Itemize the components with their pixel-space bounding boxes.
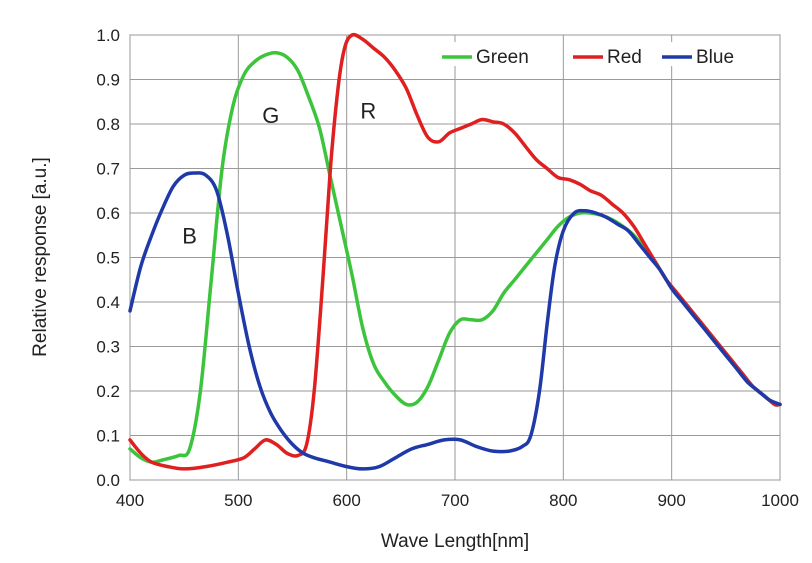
curve-annotations: B G R <box>182 99 376 249</box>
y-axis-ticks: 0.0 0.1 0.2 0.3 0.4 0.5 0.6 0.7 0.8 0.9 1.0 <box>96 26 120 490</box>
x-tick-label: 900 <box>657 491 685 510</box>
y-tick-label: 0.2 <box>96 382 120 401</box>
legend-label-blue: Blue <box>696 47 734 68</box>
x-tick-label: 1000 <box>761 491 799 510</box>
y-tick-label: 0.0 <box>96 471 120 490</box>
annotation-r: R <box>360 99 376 124</box>
y-tick-label: 0.9 <box>96 71 120 90</box>
x-axis-ticks: 400 500 600 700 800 900 1000 <box>116 491 799 510</box>
series-lines <box>128 32 782 471</box>
annotation-g: G <box>262 103 279 128</box>
y-axis-title: Relative response [a.u.] <box>30 157 51 357</box>
legend: Green Red Blue <box>438 42 746 68</box>
legend-entry-bg <box>438 42 546 66</box>
y-tick-label: 0.6 <box>96 204 120 223</box>
legend-label-red: Red <box>607 47 642 68</box>
x-tick-label: 600 <box>332 491 360 510</box>
series-line-blue <box>128 171 782 471</box>
legend-entry-bg <box>569 42 649 66</box>
y-tick-label: 1.0 <box>96 26 120 45</box>
legend-label-green: Green <box>476 47 529 68</box>
y-tick-label: 0.8 <box>96 115 120 134</box>
x-tick-label: 700 <box>441 491 469 510</box>
annotation-b: B <box>182 223 197 248</box>
x-tick-label: 500 <box>224 491 252 510</box>
grid-lines <box>129 34 781 481</box>
x-axis-title: Wave Length[nm] <box>381 531 529 552</box>
y-tick-label: 0.4 <box>96 293 120 312</box>
legend-entry-bg <box>658 42 746 66</box>
y-tick-label: 0.5 <box>96 249 120 268</box>
x-tick-label: 400 <box>116 491 144 510</box>
y-tick-label: 0.7 <box>96 160 120 179</box>
x-tick-label: 800 <box>549 491 577 510</box>
y-tick-label: 0.3 <box>96 338 120 357</box>
y-tick-label: 0.1 <box>96 427 120 446</box>
